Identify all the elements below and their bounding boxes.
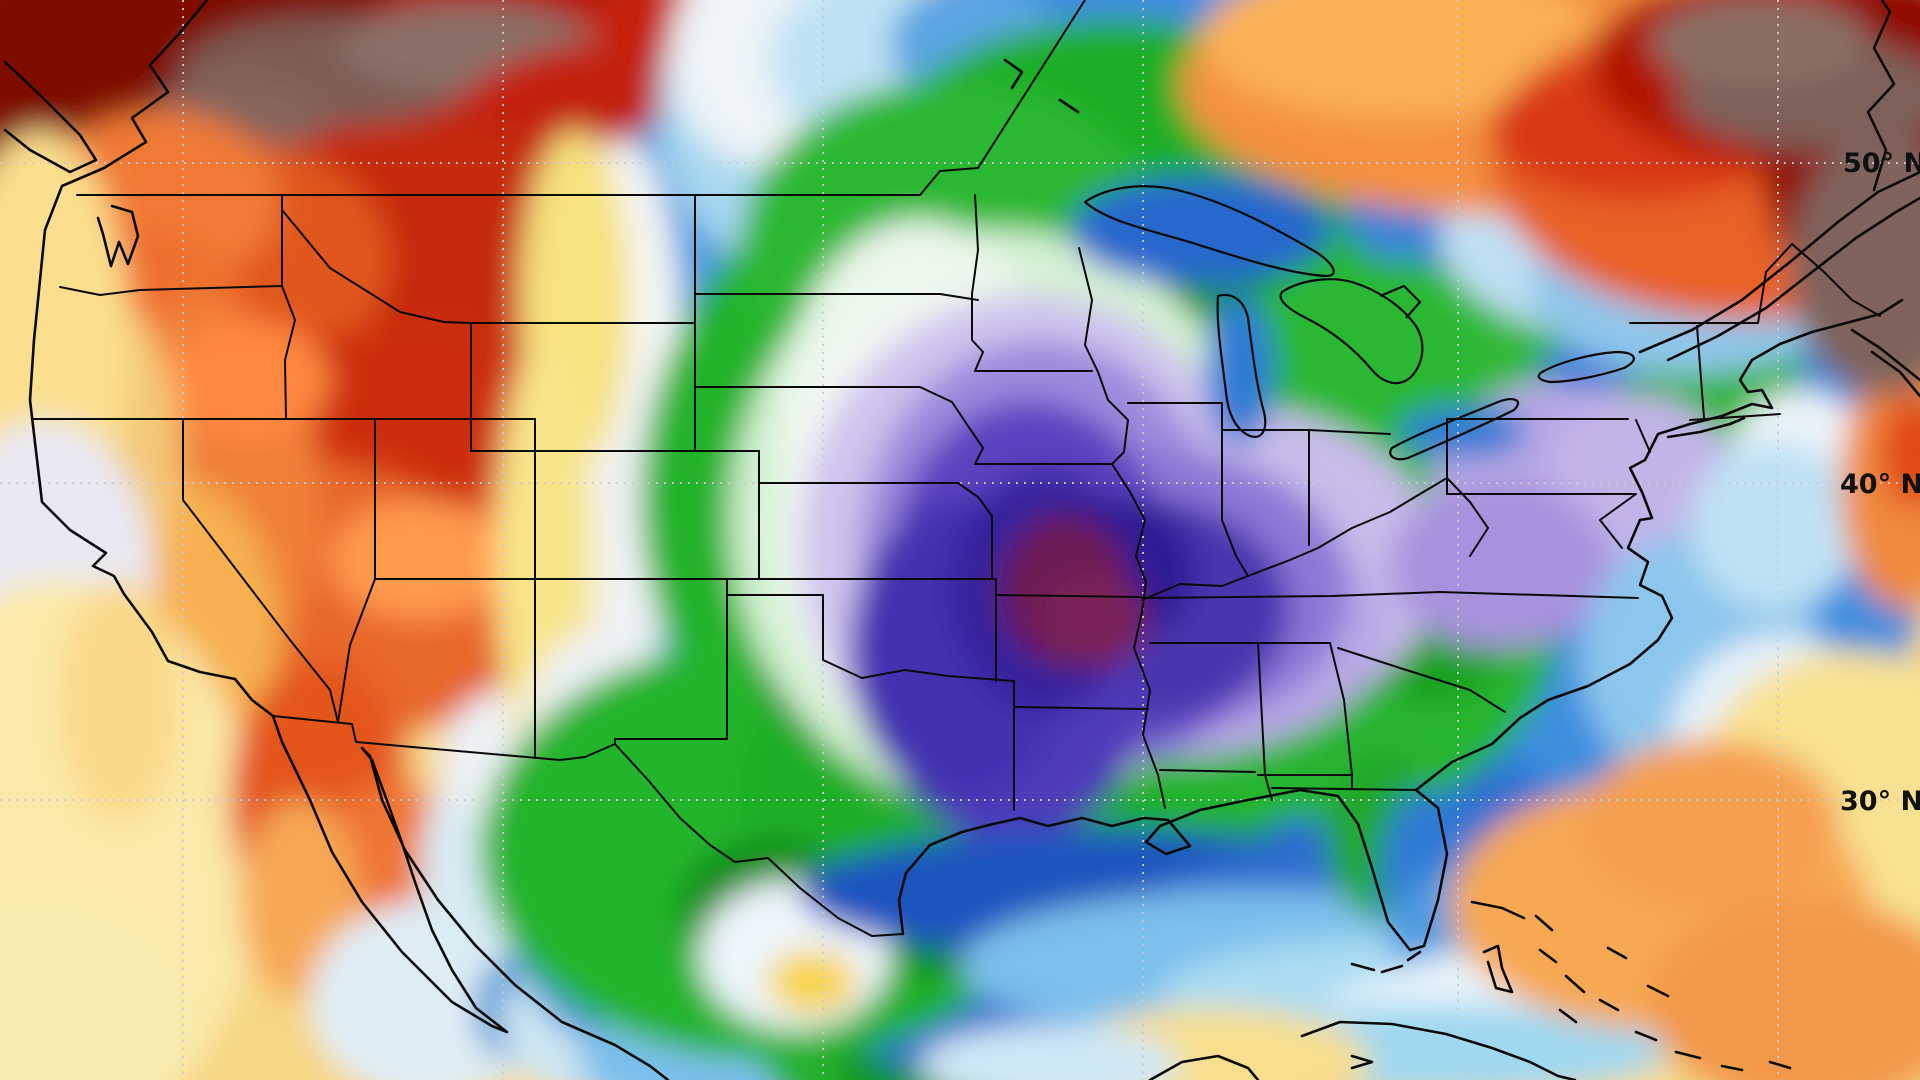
bahamas-islands: [1470, 900, 1792, 1072]
georgian-bay: [1379, 284, 1422, 319]
lake-michigan: [1216, 293, 1267, 438]
state-114w: [337, 418, 376, 723]
state-nc-sc: [1337, 647, 1506, 713]
state-ok-panhandle: [726, 594, 1015, 682]
puget-sound: [96, 204, 140, 268]
long-island: [1666, 416, 1746, 439]
lake-ontario: [1537, 350, 1635, 384]
state-mo-ar: [995, 594, 1141, 598]
canada-lakes: [1003, 58, 1080, 114]
political-borders: [31, 0, 1881, 937]
latitude-label-40n: 40° N: [1840, 469, 1920, 500]
latitude-label-30n: 30° N: [1840, 786, 1920, 817]
atlantic-gulf-coast: [897, 298, 1904, 952]
mason-dixon: [1446, 493, 1637, 549]
vancouver-island: [3, 60, 98, 174]
lake-huron: [1279, 278, 1424, 385]
great-lakes: [1083, 185, 1635, 461]
quebec-coast: [1866, 0, 1896, 192]
state-mn-west: [971, 194, 984, 372]
florida-keys: [1350, 950, 1422, 974]
appalachia-wv: [1446, 477, 1489, 557]
st-lawrence-river: [1638, 170, 1920, 362]
state-nd-sd: [694, 293, 979, 301]
state-il-in: [1221, 402, 1249, 577]
coastlines: [3, 0, 1920, 1080]
state-wa-id: [281, 194, 296, 420]
state-ks-ne: [758, 482, 993, 517]
yucatan: [1148, 1054, 1260, 1080]
state-mi-south: [1221, 429, 1391, 435]
latitude-labels: 50° N 40° N 30° N: [1840, 148, 1920, 817]
state-fl-north: [1257, 774, 1417, 791]
nova-scotia: [1850, 328, 1920, 398]
border-ny-canada: [1629, 243, 1881, 324]
mississippi-river: [1078, 247, 1166, 809]
state-ca-nv: [182, 418, 339, 723]
state-ia-west: [967, 425, 1113, 465]
state-new-england: [1635, 325, 1781, 453]
state-nm-tx: [614, 578, 728, 745]
state-ar-la: [1013, 706, 1256, 773]
state-sd-ne: [694, 386, 969, 427]
lake-erie: [1389, 398, 1520, 461]
us-mexico-border: [272, 715, 904, 937]
state-al-ga: [1329, 642, 1353, 776]
ohio-river: [1141, 477, 1448, 601]
lake-superior: [1083, 185, 1335, 278]
pacific-coast: [28, 0, 670, 1080]
state-wa-or: [59, 285, 283, 296]
state-ky-tn-va: [1141, 591, 1639, 599]
state-id-mt: [281, 209, 472, 324]
us-canada-border: [76, 0, 1086, 196]
cuba: [1300, 1020, 1577, 1080]
latitude-label-50n: 50° N: [1843, 148, 1920, 179]
